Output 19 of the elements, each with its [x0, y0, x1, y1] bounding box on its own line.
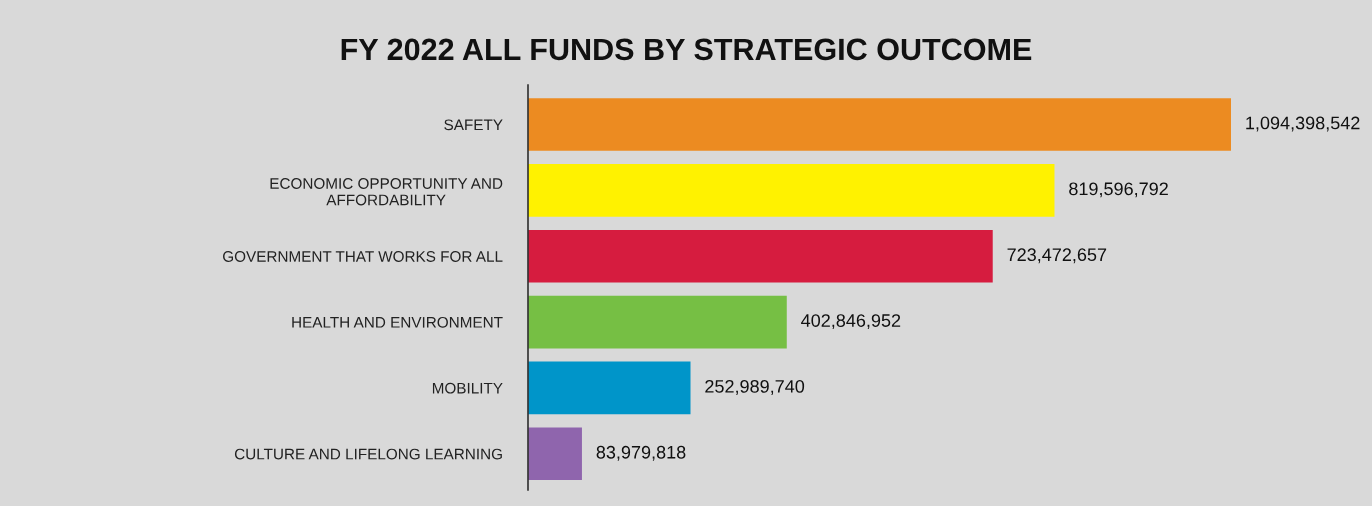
data-label: 402,846,952 — [801, 314, 901, 330]
data-label: 723,472,657 — [1007, 248, 1107, 264]
y-tick-label: MOBILITY — [432, 382, 503, 394]
y-tick-label: ECONOMIC OPPORTUNITY AND AFFORDABILITY — [270, 178, 503, 206]
y-tick-label: HEALTH AND ENVIRONMENT — [292, 316, 503, 328]
data-label: 1,094,398,542 — [1246, 116, 1360, 132]
data-label: 252,989,740 — [705, 379, 805, 395]
bar — [528, 229, 993, 283]
bar — [528, 98, 1231, 151]
data-label: 819,596,792 — [1069, 182, 1168, 198]
y-tick-label: CULTURE AND LIFELONG LEARNING — [234, 448, 502, 460]
bar — [528, 164, 1055, 217]
y-tick-label: SAFETY — [444, 119, 503, 131]
bar — [528, 427, 582, 481]
bar — [528, 361, 691, 415]
bar — [528, 295, 787, 349]
chart-title: FY 2022 ALL FUNDS BY STRATEGIC OUTCOME — [341, 38, 1032, 61]
y-tick-label: GOVERNMENT THAT WORKS FOR ALL — [223, 251, 503, 262]
data-label: 83,979,818 — [596, 445, 686, 461]
